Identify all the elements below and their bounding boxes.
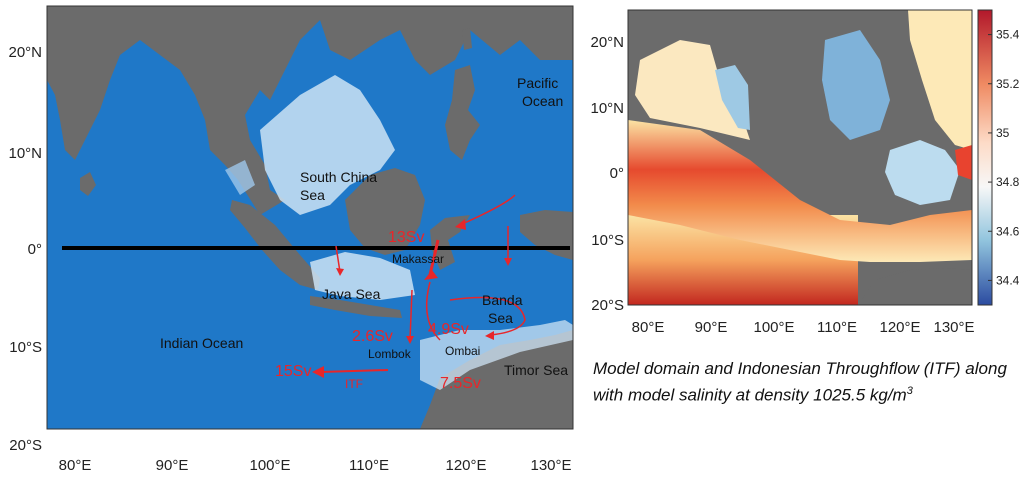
- arrow-head: [455, 219, 466, 230]
- colorbar-tick-label: 34.4: [996, 273, 1020, 287]
- label-timor-sea: Timor Sea: [504, 362, 568, 378]
- salinity-south-china-sea: [822, 30, 890, 140]
- transport-makassar: 13Sv: [388, 229, 424, 246]
- right-y-tick: 20°N: [590, 34, 624, 51]
- arrow-head: [424, 270, 438, 280]
- right-y-tick: 10°S: [591, 232, 624, 249]
- right-y-tick: 0°: [610, 165, 624, 182]
- left-y-ticks: 20°N 10°N 0° 10°S 20°S: [8, 44, 42, 454]
- right-x-tick: 90°E: [695, 319, 728, 336]
- transport-ombai: 4.9Sv: [428, 321, 469, 338]
- colorbar-tick-label: 35.2: [996, 77, 1020, 91]
- left-y-tick: 20°N: [8, 44, 42, 61]
- left-x-tick: 130°E: [530, 457, 571, 474]
- label-makassar: Makassar: [392, 252, 444, 266]
- left-y-tick: 10°N: [8, 145, 42, 162]
- colorbar-tick-label: 34.6: [996, 224, 1020, 238]
- salinity-bay-of-bengal: [635, 40, 750, 140]
- transport-lombok: 2.6Sv: [352, 328, 393, 345]
- left-x-tick: 90°E: [156, 457, 189, 474]
- label-pacific-2: Ocean: [522, 93, 563, 109]
- label-south-china-sea-1: South China: [300, 169, 377, 185]
- right-x-ticks: 80°E 90°E 100°E 110°E 120°E 130°E: [632, 319, 975, 336]
- left-x-tick: 110°E: [349, 457, 389, 474]
- salinity-equatorial: [628, 120, 972, 262]
- left-x-tick: 80°E: [59, 457, 92, 474]
- salinity-pacific-hot: [955, 145, 972, 180]
- land-taiwan: [462, 28, 472, 50]
- land-asia: [47, 6, 573, 215]
- left-x-ticks: 80°E 90°E 100°E 110°E 120°E 130°E: [59, 457, 572, 474]
- right-y-tick: 20°S: [591, 297, 624, 314]
- right-x-tick: 120°E: [879, 319, 920, 336]
- land-philippines: [445, 65, 480, 160]
- arrow-head: [406, 336, 414, 344]
- left-y-tick: 0°: [28, 241, 42, 258]
- arrow-heads: [312, 219, 512, 378]
- left-map-frame: [46, 5, 574, 430]
- land-sri-lanka: [80, 172, 96, 196]
- label-ombai: Ombai: [445, 344, 480, 358]
- left-y-tick: 20°S: [9, 437, 42, 454]
- label-pacific-1: Pacific: [517, 75, 558, 91]
- land-australia: [420, 330, 573, 429]
- transport-itf-total: 15Sv: [275, 363, 311, 380]
- arrow-head: [312, 366, 324, 378]
- caption-superscript: 3: [906, 385, 913, 397]
- land-sulawesi: [430, 215, 470, 270]
- pacific-inflow-arrow: [459, 194, 516, 226]
- colorbar-ticks: 35.4 35.2 35 34.8 34.6 34.4: [988, 28, 1020, 287]
- right-y-ticks: 20°N 10°N 0° 10°S 20°S: [590, 34, 624, 314]
- label-indian-ocean: Indian Ocean: [160, 335, 243, 351]
- colorbar-tick-label: 34.8: [996, 175, 1020, 189]
- salinity-andaman: [715, 65, 750, 130]
- caption-text: Model domain and Indonesian Throughflow …: [593, 359, 1007, 405]
- land-borneo: [345, 168, 425, 255]
- left-x-tick: 100°E: [249, 457, 290, 474]
- lombok-arrow: [409, 289, 413, 341]
- shelf-gulf-thailand: [225, 160, 255, 195]
- right-y-tick: 10°N: [590, 100, 624, 117]
- shelf-java-sea: [310, 252, 415, 300]
- arrow-head: [504, 258, 512, 266]
- label-south-china-sea-2: Sea: [300, 187, 325, 203]
- makassar-arrow: [428, 239, 440, 276]
- label-lombok: Lombok: [368, 347, 412, 361]
- left-x-tick: 120°E: [445, 457, 486, 474]
- salinity-indonesian-seas: [885, 140, 960, 205]
- salinity-australia-land: [858, 268, 972, 305]
- right-map: 20°N 10°N 0° 10°S 20°S 80°E 90°E 100°E 1…: [590, 9, 1020, 336]
- right-x-tick: 110°E: [817, 319, 857, 336]
- label-banda-1: Banda: [482, 292, 523, 308]
- colorbar: [977, 9, 993, 306]
- arrow-head: [336, 268, 344, 276]
- ombai-arrow: [425, 281, 441, 341]
- transport-timor: 7.5Sv: [440, 375, 481, 392]
- right-x-tick: 80°E: [632, 319, 665, 336]
- land-sumatra: [230, 200, 320, 290]
- right-map-frame: [627, 9, 973, 306]
- figure-caption: Model domain and Indonesian Throughflow …: [593, 358, 1021, 407]
- label-banda-2: Sea: [488, 310, 513, 326]
- label-itf: ITF: [345, 377, 363, 391]
- banda-loop-arrow: [449, 296, 526, 336]
- label-java-sea: Java Sea: [322, 286, 381, 302]
- right-x-tick: 130°E: [933, 319, 974, 336]
- salinity-pacific: [908, 10, 972, 150]
- right-x-tick: 100°E: [753, 319, 794, 336]
- left-y-tick: 10°S: [9, 339, 42, 356]
- colorbar-tick-label: 35: [996, 126, 1010, 140]
- left-map: 20°N 10°N 0° 10°S 20°S 80°E 90°E 100°E 1…: [8, 5, 574, 474]
- flow-arrows: [319, 194, 526, 373]
- itf-arrow: [319, 369, 389, 373]
- land-java: [310, 296, 402, 318]
- arrow-head: [485, 331, 494, 340]
- scs-arrow: [335, 245, 341, 273]
- shelf-south-china: [260, 75, 395, 215]
- shelf-sahul: [420, 320, 573, 390]
- colorbar-tick-label: 35.4: [996, 28, 1020, 42]
